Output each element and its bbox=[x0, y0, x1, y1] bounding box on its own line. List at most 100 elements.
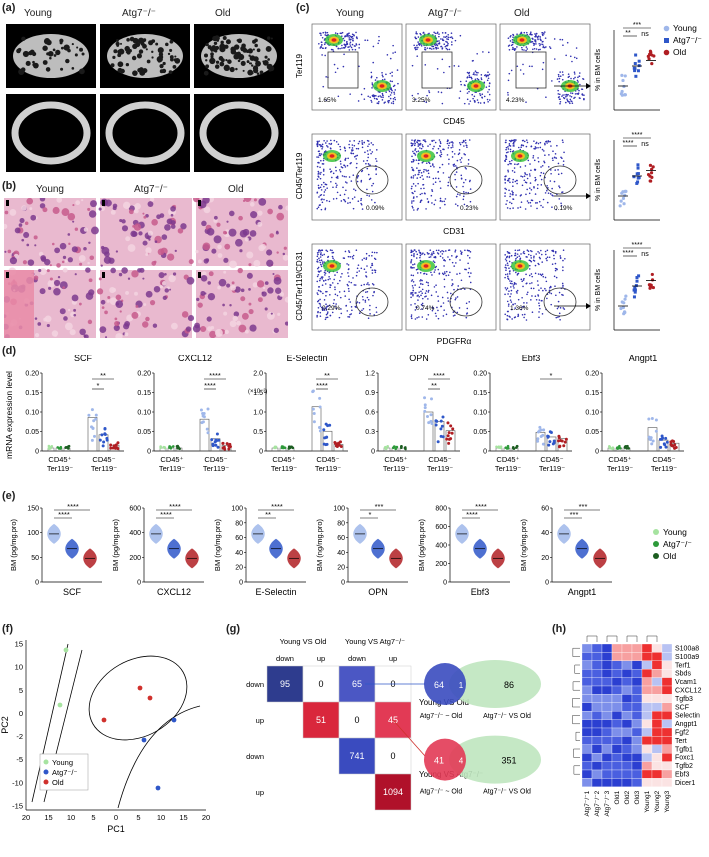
c-event-dot bbox=[334, 274, 336, 276]
c-event-dot bbox=[488, 82, 491, 84]
c-event-dot bbox=[410, 260, 412, 263]
c-event-dot bbox=[322, 168, 325, 171]
c-event-dot bbox=[393, 96, 396, 99]
d-point bbox=[227, 447, 231, 451]
c-event-dot bbox=[504, 175, 506, 178]
c-event-dot bbox=[421, 292, 423, 295]
c-side-point bbox=[650, 272, 654, 277]
c-event-dot bbox=[507, 91, 509, 94]
c-event-dot bbox=[371, 264, 373, 267]
c-side-point bbox=[623, 74, 627, 78]
c-event-dot bbox=[504, 195, 506, 197]
b-cell bbox=[267, 287, 274, 294]
c-event-dot bbox=[551, 157, 554, 160]
a-pore bbox=[240, 45, 246, 52]
b-cell bbox=[99, 326, 107, 334]
h-sample-label: Old1 bbox=[614, 790, 621, 804]
c-event-dot bbox=[390, 91, 393, 94]
c-event-dot bbox=[330, 139, 332, 142]
h-gene-label: Tgfb2 bbox=[675, 763, 693, 770]
c-event-dot bbox=[370, 99, 372, 102]
b-cell bbox=[118, 272, 123, 277]
a-pore bbox=[112, 55, 116, 59]
c-event-dot bbox=[320, 270, 322, 272]
c-event-dot bbox=[368, 254, 371, 257]
c-event-dot bbox=[544, 143, 546, 146]
b-cell bbox=[121, 267, 128, 274]
h-heatmap-cell bbox=[641, 711, 653, 720]
c-event-dot bbox=[506, 314, 509, 317]
h-heatmap-cell bbox=[611, 711, 623, 720]
c-event-dot bbox=[415, 150, 418, 153]
c-event-dot bbox=[516, 274, 519, 276]
h-heatmap-cell bbox=[591, 711, 603, 720]
c-event-dot bbox=[540, 166, 542, 168]
h-heatmap-cell bbox=[661, 753, 673, 762]
c-event-dot bbox=[357, 175, 360, 177]
c-event-dot bbox=[546, 184, 548, 187]
c-title-old: Old bbox=[514, 8, 530, 19]
a-pore bbox=[140, 41, 145, 46]
c-event-dot bbox=[466, 71, 469, 74]
c-event-dot bbox=[351, 198, 354, 200]
c-event-dot bbox=[427, 298, 429, 300]
c-event-dot bbox=[483, 81, 486, 84]
a-pore bbox=[116, 39, 119, 42]
b-cell bbox=[43, 317, 48, 322]
d-point bbox=[210, 438, 214, 442]
b-cell bbox=[124, 332, 129, 337]
d-point bbox=[445, 437, 449, 441]
c-gate-value: 0.19% bbox=[554, 205, 573, 212]
c-event-dot bbox=[415, 31, 418, 33]
c-event-dot bbox=[542, 46, 544, 49]
c-event-dot bbox=[347, 287, 350, 290]
b-cell bbox=[85, 267, 91, 273]
c-event-dot bbox=[566, 41, 569, 44]
c-event-dot bbox=[549, 193, 552, 195]
c-event-dot bbox=[316, 156, 318, 158]
b-cell bbox=[174, 249, 177, 253]
c-event-dot bbox=[529, 163, 531, 165]
c-event-dot bbox=[511, 48, 514, 51]
c-event-dot bbox=[425, 318, 428, 320]
c-event-dot bbox=[320, 45, 322, 48]
a-pore bbox=[235, 52, 239, 56]
a-pore bbox=[227, 59, 232, 64]
c-event-dot bbox=[508, 72, 511, 75]
c-event-dot bbox=[447, 256, 449, 258]
c-event-dot bbox=[365, 271, 367, 273]
a-pore bbox=[138, 49, 144, 54]
b-cell bbox=[196, 297, 200, 302]
c-event-dot bbox=[410, 267, 413, 269]
c-event-dot bbox=[355, 43, 358, 45]
c-event-dot bbox=[573, 77, 575, 80]
c-event-dot bbox=[521, 175, 524, 178]
d-point bbox=[548, 440, 552, 444]
c-event-dot bbox=[443, 265, 445, 267]
b-cell bbox=[89, 200, 97, 208]
c-event-dot bbox=[367, 156, 369, 159]
d-point bbox=[439, 419, 443, 423]
b-cell bbox=[115, 250, 119, 253]
f-sample-point bbox=[57, 702, 63, 708]
c-event-dot bbox=[551, 263, 554, 265]
c-ylabel: CD45/Ter119/CD31 bbox=[295, 251, 304, 321]
c-event-dot bbox=[512, 185, 514, 188]
c-event-dot bbox=[452, 164, 455, 166]
c-event-dot bbox=[541, 299, 543, 302]
c-event-dot bbox=[323, 198, 325, 201]
d-point bbox=[551, 442, 555, 446]
c-event-dot bbox=[467, 72, 470, 75]
b-cell bbox=[209, 330, 217, 339]
c-side-point bbox=[646, 172, 651, 177]
c-event-dot bbox=[319, 194, 322, 197]
c-event-dot bbox=[547, 166, 550, 168]
c-event-dot bbox=[483, 101, 486, 104]
c-event-dot bbox=[412, 294, 414, 297]
c-event-dot bbox=[428, 252, 430, 255]
c-event-dot bbox=[537, 146, 539, 149]
c-event-dot bbox=[391, 75, 393, 77]
c-event-dot bbox=[463, 102, 466, 105]
c-event-dot bbox=[514, 139, 516, 141]
c-event-dot bbox=[368, 164, 371, 166]
